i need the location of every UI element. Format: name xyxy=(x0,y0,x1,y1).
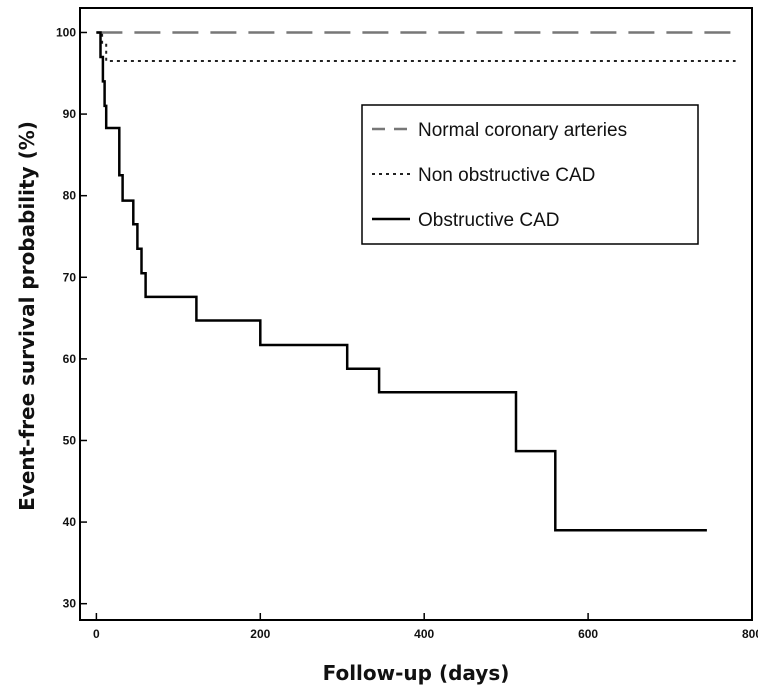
plot-frame xyxy=(79,7,753,621)
legend: Normal coronary arteries Non obstructive… xyxy=(361,104,699,245)
legend-label-normal-coronary-arteries: Normal coronary arteries xyxy=(418,120,627,141)
series-line-non-obstructive-cad xyxy=(96,31,736,62)
y-tick-label: 90 xyxy=(63,107,77,121)
x-tick-label: 400 xyxy=(414,627,434,641)
y-tick-label: 30 xyxy=(63,597,77,611)
y-tick-label: 50 xyxy=(63,433,77,447)
series-group xyxy=(96,31,736,532)
x-tick-label: 800 xyxy=(742,627,758,641)
x-axis: 0 200 400 600 800 xyxy=(93,613,758,641)
legend-box xyxy=(361,104,699,245)
y-tick-label: 70 xyxy=(63,270,77,284)
y-tick-label: 100 xyxy=(56,25,76,39)
y-tick-label: 60 xyxy=(63,352,77,366)
x-axis-title: Follow-up (days) xyxy=(323,661,510,685)
legend-label-non-obstructive-cad: Non obstructive CAD xyxy=(418,165,595,186)
y-tick-label: 80 xyxy=(63,189,77,203)
series-line-obstructive-cad xyxy=(96,31,707,532)
x-tick-label: 200 xyxy=(250,627,270,641)
y-tick-label: 40 xyxy=(63,515,77,529)
x-tick-label: 600 xyxy=(578,627,598,641)
y-axis: 30 40 50 60 70 80 90 100 xyxy=(56,25,87,611)
legend-label-obstructive-cad: Obstructive CAD xyxy=(418,210,559,231)
x-tick-label: 0 xyxy=(93,627,100,641)
y-axis-title: Event-free survival probability (%) xyxy=(15,121,39,511)
